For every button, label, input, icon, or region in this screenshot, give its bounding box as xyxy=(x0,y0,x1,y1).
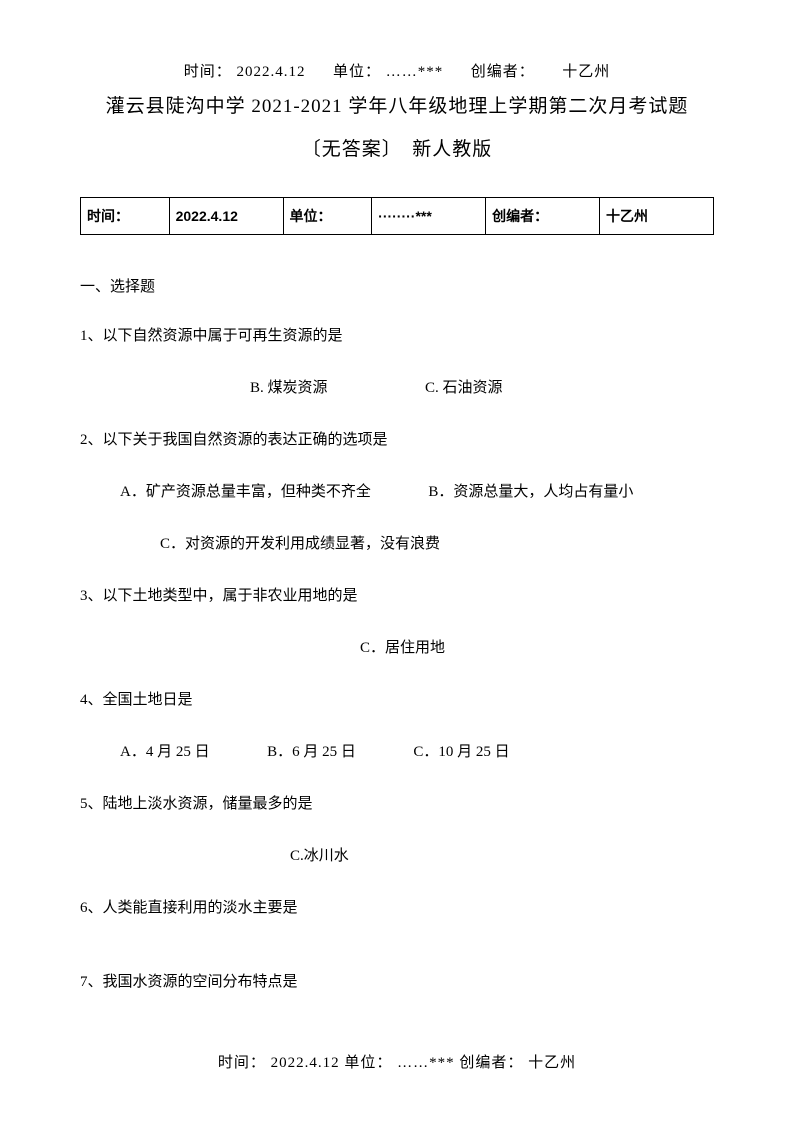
question-5-options: C.冰川水 xyxy=(80,844,714,868)
footer-time-label: 时间： xyxy=(218,1055,266,1071)
cell-creator-label: 创编者： xyxy=(486,198,600,235)
footer-unit-value: ……*** xyxy=(397,1055,455,1071)
q1-option-c: C. 石油资源 xyxy=(425,380,503,396)
q3-option-c: C．居住用地 xyxy=(360,640,445,656)
q1-option-b: B. 煤炭资源 xyxy=(250,380,328,396)
header-unit-label: 单位： xyxy=(333,64,381,80)
question-1: 1、以下自然资源中属于可再生资源的是 xyxy=(80,324,714,348)
header-meta-line: 时间： 2022.4.12 单位： ……*** 创编者： 十乙州 xyxy=(80,60,714,81)
footer-time-value: 2022.4.12 xyxy=(271,1055,340,1071)
footer-creator-label: 创编者： xyxy=(459,1055,523,1071)
table-row: 时间： 2022.4.12 单位： ········*** 创编者： 十乙州 xyxy=(81,198,714,235)
question-2-options-line1: A．矿产资源总量丰富，但种类不齐全 B．资源总量大，人均占有量小 xyxy=(80,480,714,504)
q2-option-c: C．对资源的开发利用成绩显著，没有浪费 xyxy=(160,536,440,552)
section-heading: 一、选择题 xyxy=(80,275,714,296)
document-title-sub: 〔无答案〕 新人教版 xyxy=(80,134,714,161)
header-time-label: 时间： xyxy=(184,64,232,80)
question-6: 6、人类能直接利用的淡水主要是 xyxy=(80,896,714,920)
q2-option-a: A．矿产资源总量丰富，但种类不齐全 xyxy=(120,484,371,500)
question-7: 7、我国水资源的空间分布特点是 xyxy=(80,970,714,994)
header-creator-value: 十乙州 xyxy=(562,64,610,80)
info-table: 时间： 2022.4.12 单位： ········*** 创编者： 十乙州 xyxy=(80,197,714,235)
cell-time-label: 时间： xyxy=(81,198,170,235)
q4-option-c: C．10 月 25 日 xyxy=(413,744,509,760)
question-2-options-line2: C．对资源的开发利用成绩显著，没有浪费 xyxy=(80,532,714,556)
q2-option-b: B．资源总量大，人均占有量小 xyxy=(428,484,633,500)
header-time-value: 2022.4.12 xyxy=(236,64,305,80)
document-title-main: 灌云县陡沟中学 2021-2021 学年八年级地理上学期第二次月考试题 xyxy=(80,91,714,118)
q5-option-c: C.冰川水 xyxy=(290,848,349,864)
question-2: 2、以下关于我国自然资源的表达正确的选项是 xyxy=(80,428,714,452)
footer-meta-line: 时间： 2022.4.12 单位： ……*** 创编者： 十乙州 xyxy=(0,1051,794,1072)
question-4: 4、全国土地日是 xyxy=(80,688,714,712)
cell-unit-label: 单位： xyxy=(283,198,372,235)
footer-creator-value: 十乙州 xyxy=(528,1055,576,1071)
question-1-options: B. 煤炭资源 C. 石油资源 xyxy=(80,376,714,400)
cell-creator-value: 十乙州 xyxy=(600,198,714,235)
header-creator-label: 创编者： xyxy=(471,64,535,80)
q4-option-b: B．6 月 25 日 xyxy=(267,744,356,760)
question-4-options: A．4 月 25 日 B．6 月 25 日 C．10 月 25 日 xyxy=(80,740,714,764)
cell-time-value: 2022.4.12 xyxy=(169,198,283,235)
header-unit-value: ……*** xyxy=(386,64,444,80)
question-3-options: C．居住用地 xyxy=(80,636,714,660)
question-5: 5、陆地上淡水资源，储量最多的是 xyxy=(80,792,714,816)
q4-option-a: A．4 月 25 日 xyxy=(120,744,210,760)
cell-unit-value: ········*** xyxy=(372,198,486,235)
footer-unit-label: 单位： xyxy=(344,1055,392,1071)
question-3: 3、以下土地类型中，属于非农业用地的是 xyxy=(80,584,714,608)
